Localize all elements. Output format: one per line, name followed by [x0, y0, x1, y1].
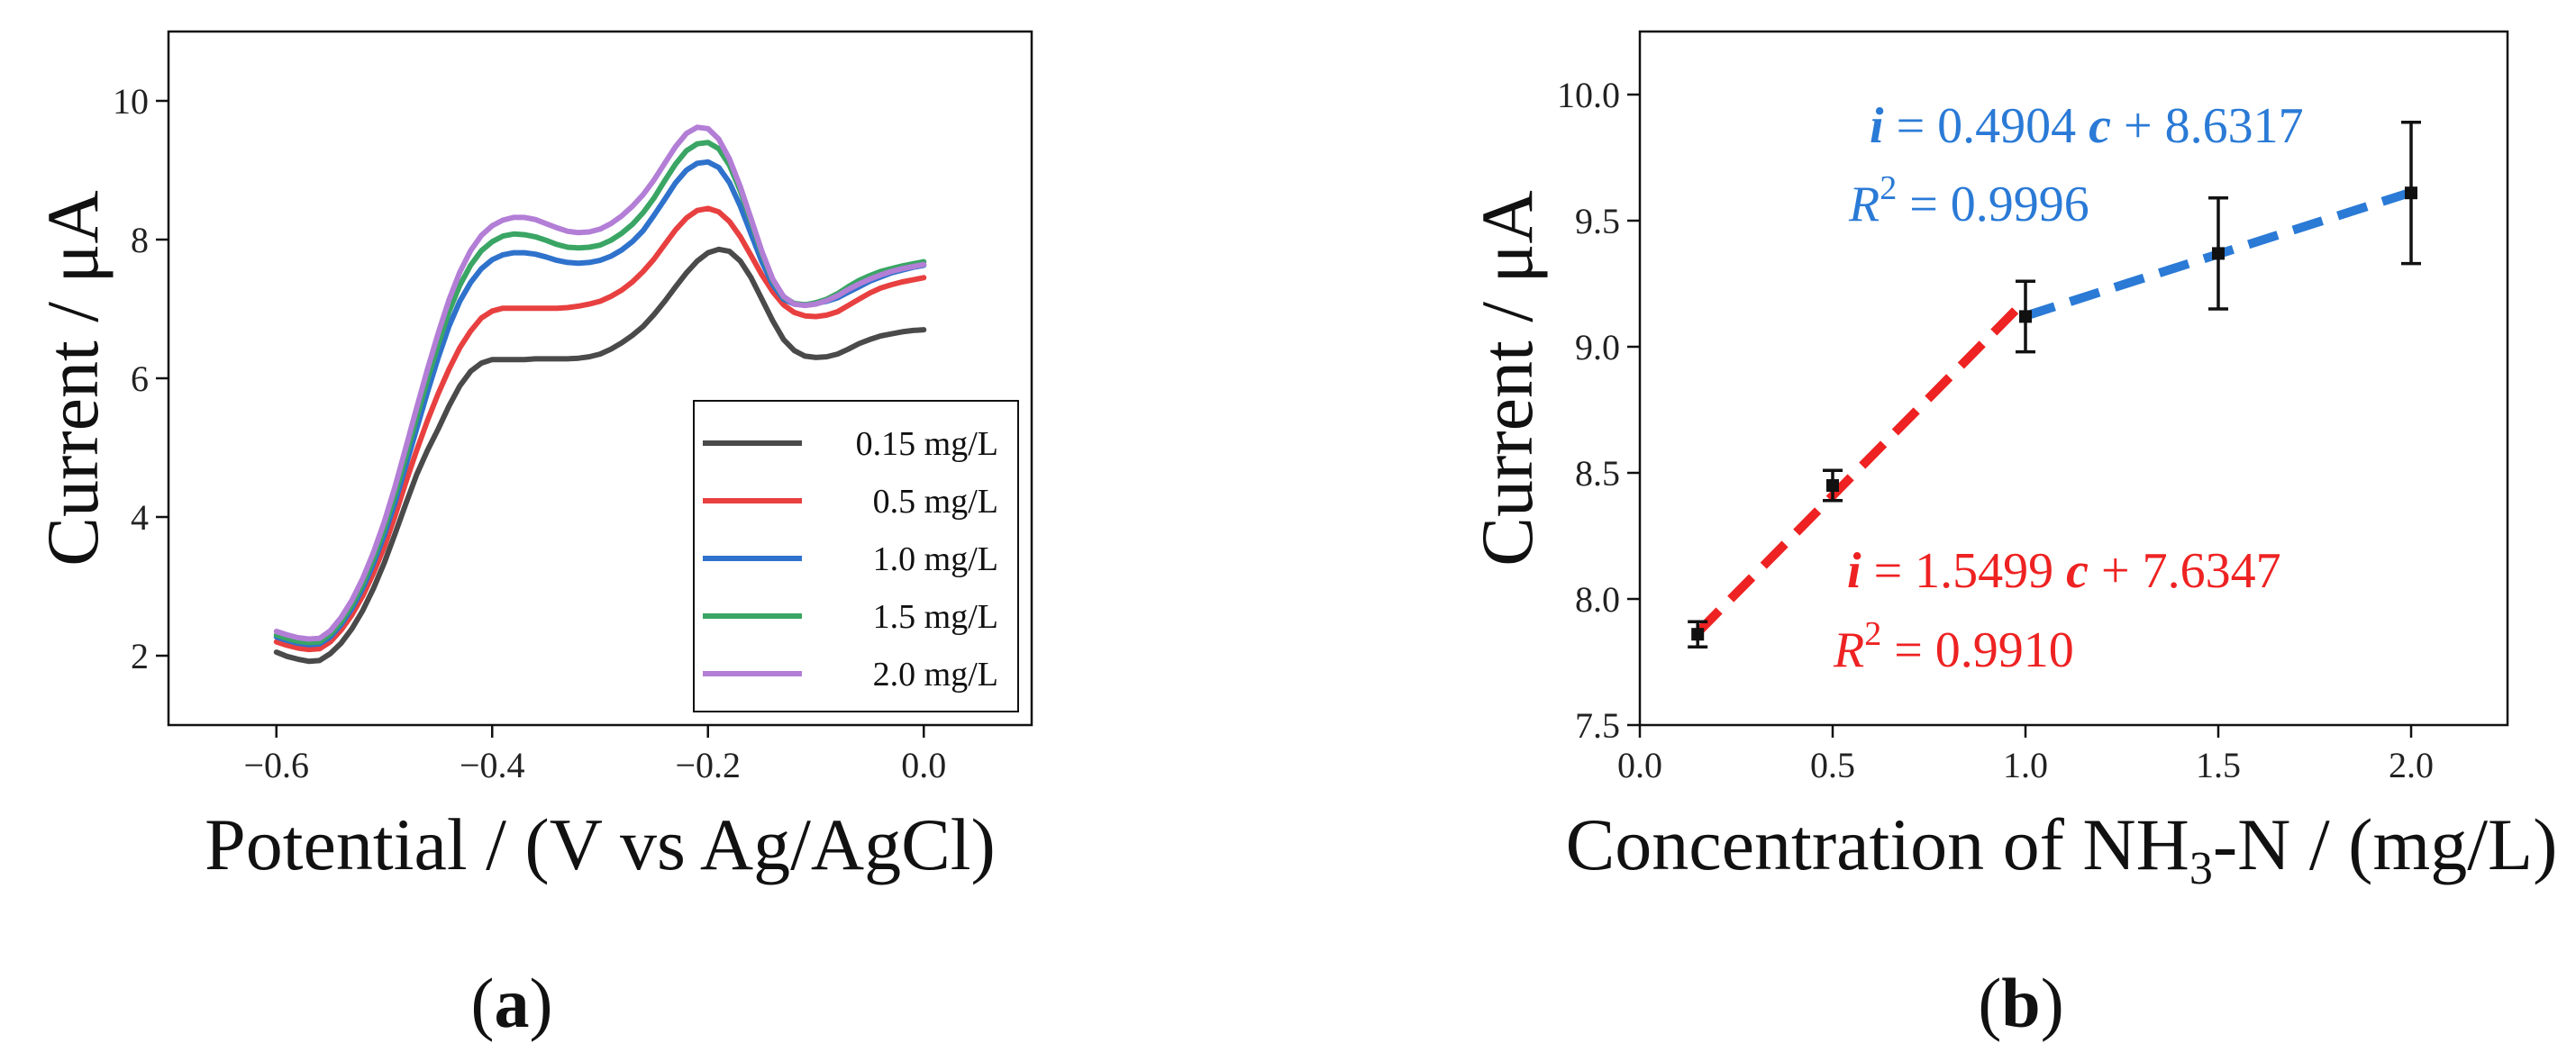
equation-intercept: + 8.6317	[2111, 98, 2304, 154]
r2-symbol: R	[1848, 177, 1880, 232]
legend-label: 0.5 mg/L	[873, 483, 998, 521]
panel-a-xlabel: Potential / (V vs Ag/AgCl)	[205, 803, 996, 885]
panel-b-xlabel: Concentration of NH3-N / (mg/L)	[1566, 803, 2558, 894]
equation-current-symbol: i	[1847, 543, 1861, 599]
panel-a-ticks: −0.6 −0.4 −0.2 0.0 2 4 6 8 10	[113, 81, 946, 785]
panel-a-label-open: (	[471, 964, 495, 1042]
data-point	[1826, 479, 1839, 492]
panel-b-y-tick-label: 8.5	[1575, 453, 1620, 494]
panel-a: −0.6 −0.4 −0.2 0.0 2 4 6 8 10 Current / μA Poten…	[32, 30, 1033, 1042]
fit-r2-high: R2 = 0.9996	[1848, 169, 2089, 232]
panel-a-label-letter: a	[495, 964, 530, 1042]
series-line-2-0-mg-l	[273, 124, 927, 642]
r2-value: = 0.9910	[1881, 622, 2074, 678]
panel-b-xlabel-rest: -N / (mg/L)	[2213, 803, 2558, 885]
fit-annotation-low: i = 1.5499 c + 7.6347 R2 = 0.9910	[1833, 543, 2281, 678]
panel-a-label-close: )	[530, 964, 553, 1042]
series-line-0-15-mg-l	[273, 246, 927, 665]
data-point	[2212, 247, 2225, 260]
panel-b-label-close: )	[2041, 964, 2064, 1042]
r2-superscript: 2	[1864, 615, 1881, 653]
fit-annotation-high: i = 0.4904 c + 8.6317 R2 = 0.9996	[1848, 98, 2304, 232]
panel-a-ylabel: Current / μA	[32, 190, 114, 566]
series-line-0-5-mg-l	[273, 205, 927, 653]
panel-a-x-tick-label: −0.6	[243, 745, 309, 785]
equation-slope: = 1.5499	[1861, 543, 2067, 599]
panel-a-y-tick-label: 4	[131, 497, 149, 538]
panel-b-ticks: 0.0 0.5 1.0 1.5 2.0 7.5 8.0 8.5 9.0 9.5 10.0	[1557, 75, 2434, 785]
r2-value: = 0.9996	[1897, 177, 2089, 232]
panel-b-x-tick-label: 0.5	[1810, 745, 1855, 785]
equation-conc-symbol: c	[2089, 98, 2111, 154]
panel-a-x-tick-label: 0.0	[901, 745, 946, 785]
panel-b-y-tick-label: 8.0	[1575, 579, 1620, 620]
panel-b-label: (b)	[1978, 964, 2063, 1042]
data-point	[2019, 310, 2032, 323]
panel-a-plot-frame	[167, 30, 1033, 727]
equation-current-symbol: i	[1870, 98, 1884, 154]
panel-b-xlabel-main: Concentration of NH	[1566, 803, 2189, 885]
panel-b: 0.0 0.5 1.0 1.5 2.0 7.5 8.0 8.5 9.0 9.5 10.0 Curre…	[1466, 30, 2558, 1042]
panel-b-xlabel-subscript: 3	[2189, 843, 2213, 894]
legend-label: 1.0 mg/L	[873, 540, 998, 578]
legend-label: 0.15 mg/L	[856, 425, 998, 463]
panel-b-y-tick-label: 9.0	[1575, 327, 1620, 367]
panel-b-label-open: (	[1978, 964, 2001, 1042]
panel-b-data-points	[1688, 121, 2421, 648]
panel-a-y-tick-label: 10	[113, 81, 149, 122]
panel-a-y-tick-label: 2	[131, 636, 149, 676]
panel-b-x-tick-label: 2.0	[2389, 745, 2434, 785]
panel-b-plot-frame	[1638, 30, 2509, 727]
panel-a-label: (a)	[471, 964, 553, 1042]
panel-b-x-tick-label: 0.0	[1617, 745, 1662, 785]
equation-intercept: + 7.6347	[2089, 543, 2281, 599]
panel-b-x-tick-label: 1.5	[2196, 745, 2241, 785]
legend-items: 0.15 mg/L 0.5 mg/L 1.0 mg/L 1.5 mg/L 2.0 mg/…	[703, 425, 998, 694]
fit-equation-high: i = 0.4904 c + 8.6317	[1870, 98, 2304, 154]
panel-a-y-tick-label: 6	[131, 358, 149, 399]
legend-label: 1.5 mg/L	[873, 598, 998, 636]
data-point	[1691, 628, 1705, 641]
fit-r2-low: R2 = 0.9910	[1833, 615, 2074, 678]
data-point	[2405, 186, 2417, 200]
panel-b-ylabel: Current / μA	[1466, 190, 1548, 566]
panel-a-x-tick-label: −0.2	[675, 745, 741, 785]
panel-a-legend: 0.15 mg/L 0.5 mg/L 1.0 mg/L 1.5 mg/L 2.0 mg/…	[693, 400, 1019, 712]
panel-a-x-tick-label: −0.4	[460, 745, 525, 785]
panel-b-y-tick-label: 7.5	[1575, 705, 1620, 746]
fit-equation-low: i = 1.5499 c + 7.6347	[1847, 543, 2281, 599]
panel-b-y-tick-label: 10.0	[1557, 75, 1620, 115]
panel-b-y-tick-label: 9.5	[1575, 201, 1620, 241]
legend-label: 2.0 mg/L	[873, 656, 998, 694]
equation-conc-symbol: c	[2066, 543, 2089, 599]
r2-symbol: R	[1833, 622, 1864, 678]
panel-a-y-tick-label: 8	[131, 220, 149, 260]
fit-line-low	[1694, 296, 2029, 636]
panel-b-x-tick-label: 1.0	[2003, 745, 2048, 785]
panel-a-series-lines	[273, 124, 927, 665]
equation-slope: = 0.4904	[1884, 98, 2089, 154]
panel-b-label-letter: b	[2001, 964, 2040, 1042]
r2-superscript: 2	[1880, 169, 1897, 207]
